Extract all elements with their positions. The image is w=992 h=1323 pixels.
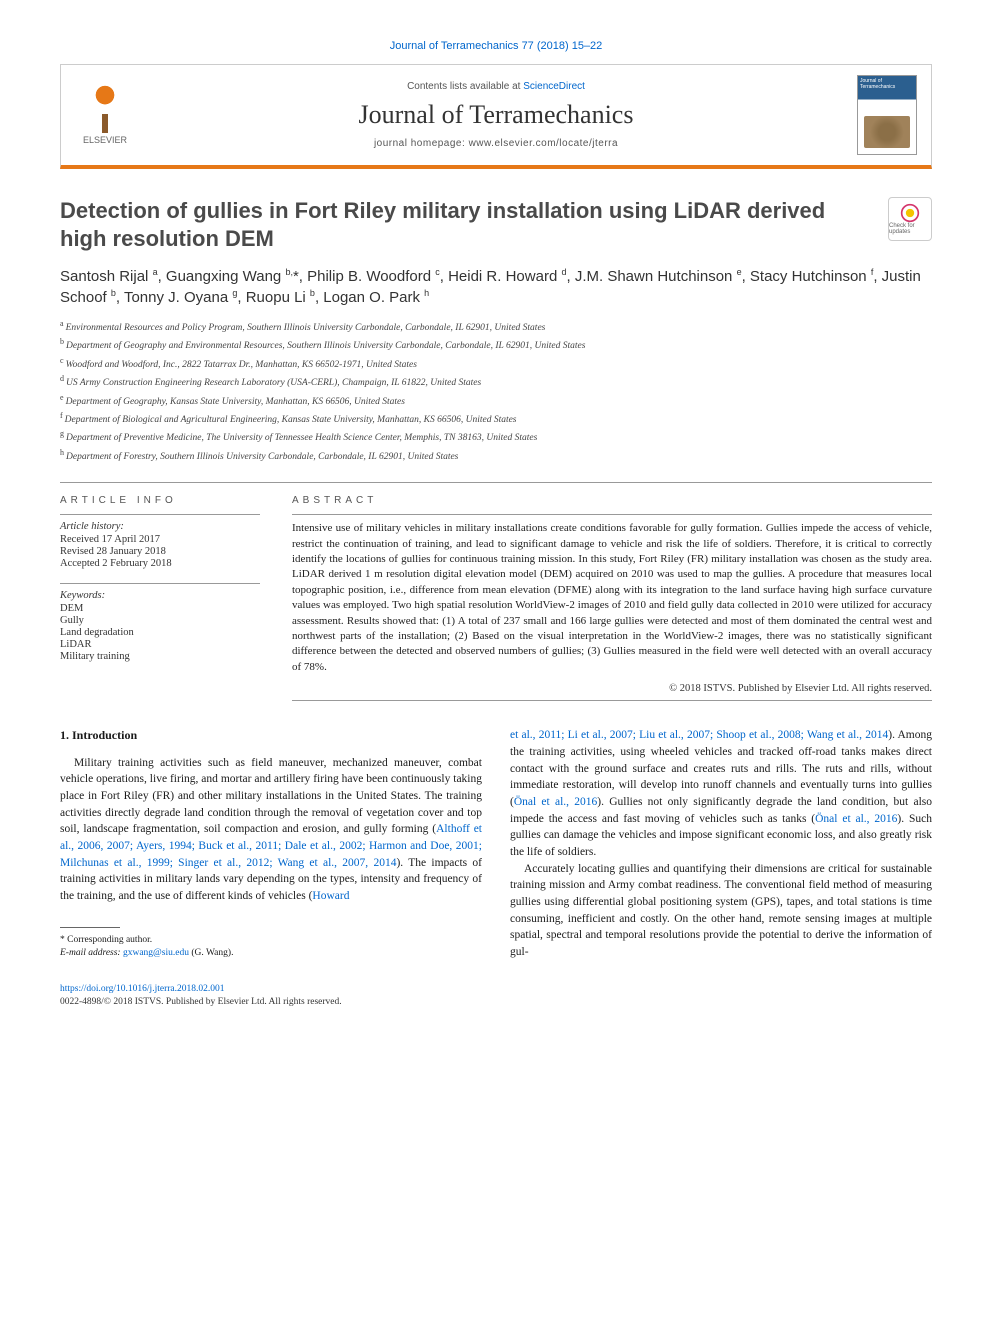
- p1-text-pre: Military training activities such as fie…: [60, 757, 482, 836]
- affiliation-item: hDepartment of Forestry, Southern Illino…: [60, 447, 932, 464]
- homepage-prefix: journal homepage:: [374, 138, 469, 149]
- abstract-heading: ABSTRACT: [292, 495, 932, 506]
- keyword-item: Land degradation: [60, 627, 260, 638]
- journal-header: ELSEVIER Contents lists available at Sci…: [60, 64, 932, 169]
- elsevier-logo: ELSEVIER: [75, 80, 135, 150]
- keywords-label: Keywords:: [60, 590, 260, 601]
- abstract-divider: [292, 514, 932, 515]
- affiliation-item: fDepartment of Biological and Agricultur…: [60, 410, 932, 427]
- corresponding-author-footnote: * Corresponding author. E-mail address: …: [60, 934, 482, 961]
- journal-citation: Journal of Terramechanics 77 (2018) 15–2…: [60, 40, 932, 52]
- history-label: Article history:: [60, 521, 260, 532]
- history-item: Revised 28 January 2018: [60, 546, 260, 557]
- page-footer: https://doi.org/10.1016/j.jterra.2018.02…: [60, 983, 932, 1010]
- elsevier-tree-icon: [81, 85, 129, 133]
- homepage-url[interactable]: www.elsevier.com/locate/jterra: [469, 138, 619, 149]
- history-item: Received 17 April 2017: [60, 534, 260, 545]
- citation-link[interactable]: Howard: [312, 890, 349, 902]
- affiliation-item: bDepartment of Geography and Environment…: [60, 336, 932, 353]
- body-columns: 1. Introduction Military training activi…: [60, 727, 932, 960]
- info-divider-2: [60, 583, 260, 584]
- body-column-left: 1. Introduction Military training activi…: [60, 727, 482, 960]
- article-info-sidebar: ARTICLE INFO Article history: Received 1…: [60, 495, 260, 701]
- cover-title: Journal of Terramechanics: [858, 76, 916, 92]
- publisher-name: ELSEVIER: [83, 135, 127, 145]
- issn-copyright: 0022-4898/© 2018 ISTVS. Published by Els…: [60, 996, 932, 1009]
- abstract-text: Intensive use of military vehicles in mi…: [292, 521, 932, 675]
- email-label: E-mail address:: [60, 948, 123, 958]
- sciencedirect-link[interactable]: ScienceDirect: [523, 81, 585, 92]
- contents-prefix: Contents lists available at: [407, 81, 523, 92]
- abstract-copyright: © 2018 ISTVS. Published by Elsevier Ltd.…: [292, 683, 932, 694]
- affiliation-item: gDepartment of Preventive Medicine, The …: [60, 428, 932, 445]
- corr-author-label: * Corresponding author.: [60, 934, 482, 947]
- section-heading-intro: 1. Introduction: [60, 727, 482, 744]
- corr-email[interactable]: gxwang@siu.edu: [123, 948, 189, 958]
- info-divider: [60, 514, 260, 515]
- doi-link[interactable]: https://doi.org/10.1016/j.jterra.2018.02…: [60, 983, 932, 996]
- authors-list: Santosh Rijal a, Guangxing Wang b,*, Phi…: [60, 266, 932, 308]
- intro-paragraph-1: Military training activities such as fie…: [60, 755, 482, 905]
- article-title: Detection of gullies in Fort Riley milit…: [60, 197, 932, 252]
- affiliation-item: dUS Army Construction Engineering Resear…: [60, 373, 932, 390]
- keyword-item: Gully: [60, 615, 260, 626]
- citation-link[interactable]: et al., 2011; Li et al., 2007; Liu et al…: [510, 729, 888, 741]
- journal-homepage: journal homepage: www.elsevier.com/locat…: [151, 138, 841, 149]
- intro-paragraph-1-cont: et al., 2011; Li et al., 2007; Liu et al…: [510, 727, 932, 860]
- article-info-heading: ARTICLE INFO: [60, 495, 260, 506]
- email-suffix: (G. Wang).: [189, 948, 233, 958]
- citation-link[interactable]: Önal et al., 2016: [514, 796, 597, 808]
- history-item: Accepted 2 February 2018: [60, 558, 260, 569]
- journal-cover-thumbnail: Journal of Terramechanics: [857, 75, 917, 155]
- affiliations-list: aEnvironmental Resources and Policy Prog…: [60, 318, 932, 464]
- section-divider: [60, 482, 932, 483]
- footnote-separator: [60, 927, 120, 928]
- keyword-item: Military training: [60, 651, 260, 662]
- affiliation-item: eDepartment of Geography, Kansas State U…: [60, 392, 932, 409]
- check-updates-icon: [900, 203, 920, 223]
- contents-available: Contents lists available at ScienceDirec…: [151, 81, 841, 92]
- abstract-column: ABSTRACT Intensive use of military vehic…: [292, 495, 932, 701]
- abstract-bottom-divider: [292, 700, 932, 701]
- citation-link[interactable]: Önal et al., 2016: [815, 813, 897, 825]
- affiliation-item: cWoodford and Woodford, Inc., 2822 Tatar…: [60, 355, 932, 372]
- check-updates-label: Check for updates: [889, 223, 931, 235]
- intro-paragraph-2: Accurately locating gullies and quantify…: [510, 861, 932, 961]
- keyword-item: LiDAR: [60, 639, 260, 650]
- affiliation-item: aEnvironmental Resources and Policy Prog…: [60, 318, 932, 335]
- keyword-item: DEM: [60, 603, 260, 614]
- body-column-right: et al., 2011; Li et al., 2007; Liu et al…: [510, 727, 932, 960]
- check-updates-badge[interactable]: Check for updates: [888, 197, 932, 241]
- journal-title: Journal of Terramechanics: [151, 100, 841, 130]
